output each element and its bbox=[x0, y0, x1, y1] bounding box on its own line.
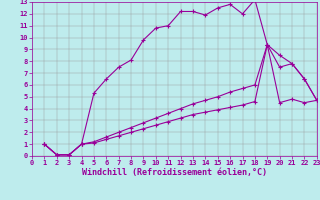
X-axis label: Windchill (Refroidissement éolien,°C): Windchill (Refroidissement éolien,°C) bbox=[82, 168, 267, 177]
